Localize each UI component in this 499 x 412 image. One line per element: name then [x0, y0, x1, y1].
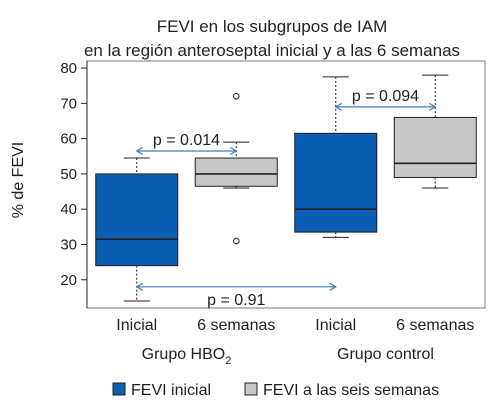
chart-title-line-2: en la región anteroseptal inicial y a la… [84, 41, 460, 60]
x-axis-category-labels: Inicial 6 semanas Inicial 6 semanas [116, 317, 474, 334]
chart-title-line-1: FEVI en los subgrupos de IAM [157, 17, 388, 36]
y-axis-label: % de FEVI [10, 142, 27, 218]
y-tick-label: 70 [60, 95, 77, 112]
arrowhead-left [135, 282, 144, 291]
x-group-label: Grupo control [337, 346, 434, 363]
outlier-point [232, 92, 240, 100]
x-category-label: 6 semanas [396, 317, 474, 334]
p-value-label: p = 0.094 [352, 88, 419, 105]
group-label-text: Grupo control [337, 346, 434, 363]
p-value-label: p = 0.014 [153, 132, 220, 149]
legend-label: FEVI inicial [131, 382, 211, 399]
arrowhead-left [334, 102, 343, 111]
box-iqr [95, 173, 179, 267]
box-iqr [294, 132, 378, 233]
y-tick-label: 60 [60, 131, 77, 148]
p-value-label: p = 0.91 [207, 292, 265, 309]
y-tick-label: 80 [60, 60, 77, 77]
legend: FEVI inicial FEVI a las seis semanas [112, 382, 439, 399]
x-group-label: Grupo HBO2 [142, 346, 232, 367]
x-category-label: Inicial [116, 317, 157, 334]
arrowhead-right [428, 102, 437, 111]
arrowhead-right [329, 282, 337, 291]
y-tick-label: 40 [60, 201, 77, 218]
x-axis-group-labels: Grupo HBO2 Grupo control [142, 346, 434, 367]
arrowhead-right [229, 146, 238, 155]
x-category-label: Inicial [315, 317, 356, 334]
y-tick-label: 20 [60, 272, 77, 289]
p-value-annotations: p = 0.014 p = 0.094 p = 0.91 [135, 88, 437, 309]
p-value-bracket: p = 0.094 [334, 88, 437, 111]
box-iqr [194, 157, 278, 187]
x-category-label: 6 semanas [197, 317, 275, 334]
box-series [95, 74, 477, 302]
arrowhead-left [135, 146, 144, 155]
y-tick-label: 50 [60, 166, 77, 183]
outlier-point [232, 237, 240, 245]
box-4 [393, 74, 477, 189]
box-iqr [393, 116, 477, 178]
group-label-text: Grupo HBO [142, 346, 226, 363]
box-3 [294, 76, 378, 238]
legend-label: FEVI a las seis semanas [263, 382, 439, 399]
group-label-subscript: 2 [225, 355, 231, 367]
p-value-bracket: p = 0.91 [135, 282, 337, 309]
y-tick-label: 30 [60, 236, 77, 253]
p-value-bracket: p = 0.014 [135, 132, 238, 155]
box-1 [95, 157, 179, 302]
box-2 [194, 92, 278, 245]
y-axis-ticks: 20 30 40 50 60 70 80 [60, 60, 87, 289]
legend-swatch [112, 382, 126, 396]
legend-swatch [244, 382, 258, 396]
